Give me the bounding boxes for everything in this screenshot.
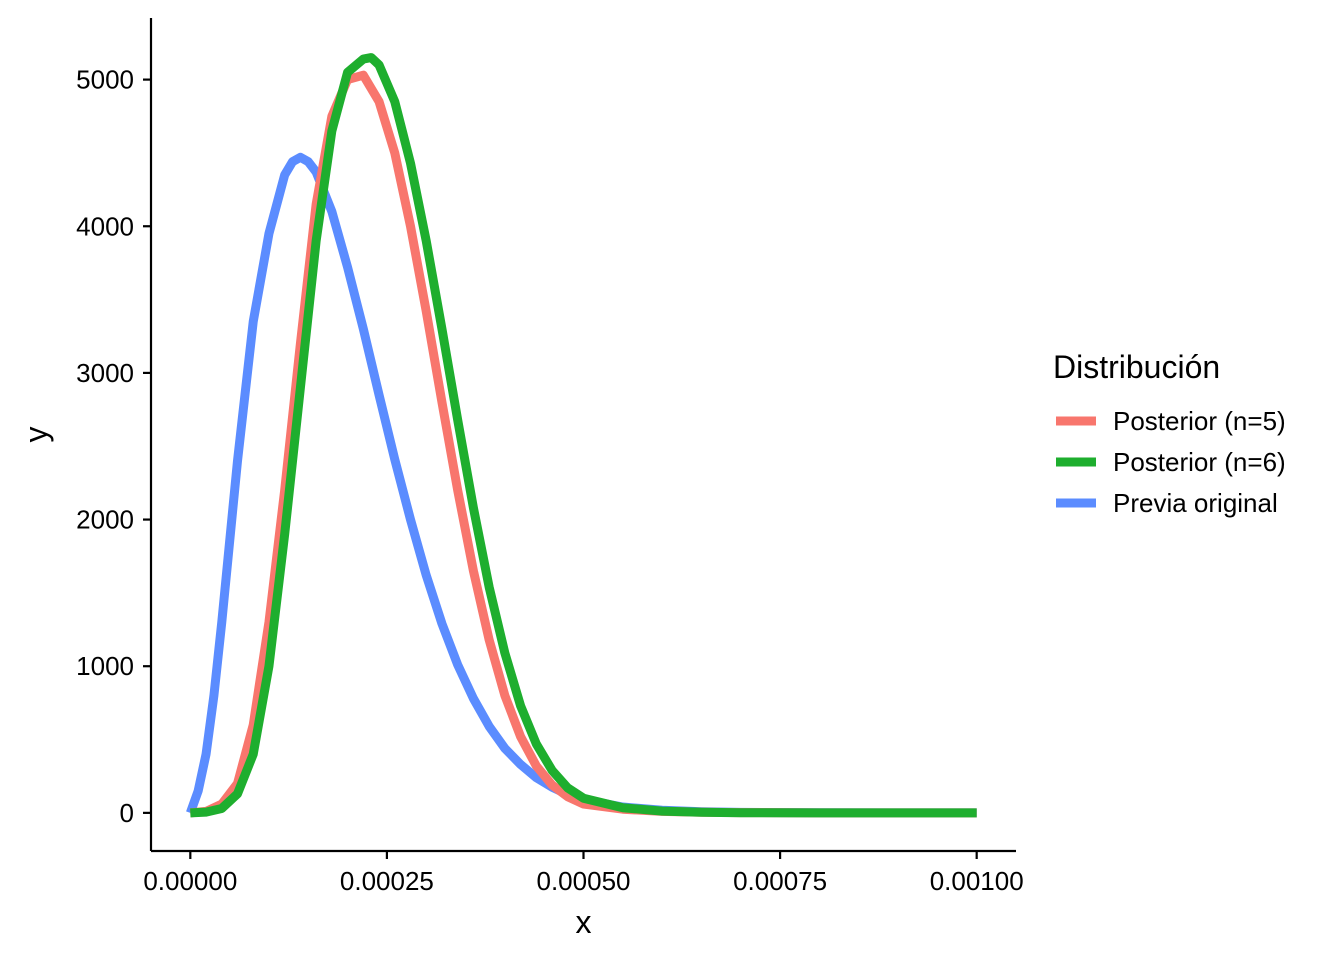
legend: Distribución Posterior (n=5)Posterior (n… <box>1053 349 1286 518</box>
x-ticks: 0.00000 0.00025 0.00050 0.00075 0.00100 <box>143 851 1024 896</box>
y-axis-title: y <box>18 427 54 443</box>
legend-title: Distribución <box>1053 349 1220 385</box>
axes: 0.00000 0.00025 0.00050 0.00075 0.00100 0 100… <box>76 18 1024 896</box>
y-tick-label: 5000 <box>76 65 134 95</box>
x-tick-label: 0.00050 <box>537 866 631 896</box>
legend-label-posterior-n-6: Posterior (n=6) <box>1113 447 1286 477</box>
series-line-posterior-n-5 <box>189 70 977 818</box>
legend-label-previa-original: Previa original <box>1113 488 1278 518</box>
legend-label-posterior-n-5: Posterior (n=5) <box>1113 406 1286 436</box>
x-tick-label: 0.00000 <box>143 866 237 896</box>
y-tick-label: 3000 <box>76 358 134 388</box>
x-axis-title: x <box>576 904 592 940</box>
x-tick-label: 0.00100 <box>930 866 1024 896</box>
plot-lines <box>186 53 977 818</box>
x-tick-label: 0.00075 <box>733 866 827 896</box>
x-tick-label: 0.00025 <box>340 866 434 896</box>
y-ticks: 0 1000 2000 3000 4000 5000 <box>76 65 151 828</box>
y-tick-label: 4000 <box>76 211 134 241</box>
series-line-posterior-n-6 <box>190 53 977 818</box>
y-tick-label: 2000 <box>76 505 134 535</box>
y-tick-label: 0 <box>120 798 134 828</box>
legend-items: Posterior (n=5) Posterior (n=6) Previa ori… <box>1056 406 1286 518</box>
y-tick-label: 1000 <box>76 651 134 681</box>
